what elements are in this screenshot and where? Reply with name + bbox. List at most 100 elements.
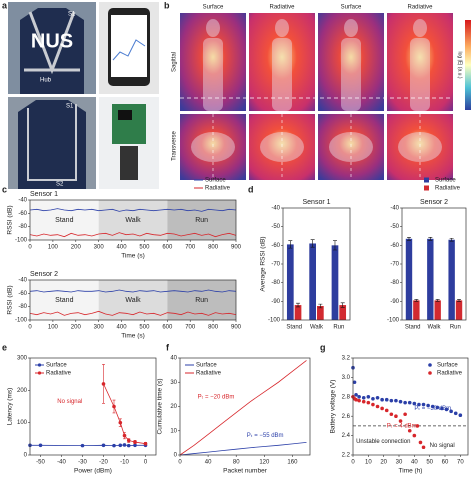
label: b <box>164 0 170 10</box>
x-tick-label: 200 <box>71 325 82 331</box>
label: Radiative <box>407 5 433 11</box>
label: S1 <box>66 104 74 110</box>
marker <box>394 398 398 403</box>
plot-frame <box>401 207 467 321</box>
panel-letter: e <box>2 342 7 352</box>
plot-frame <box>29 357 157 456</box>
annotation: Pₜ = −20 dBm <box>198 394 235 400</box>
x-tick-label: 0 <box>28 325 32 331</box>
x-tick-label: Run <box>333 325 344 331</box>
annotation: No signal <box>57 399 82 405</box>
marker <box>398 399 403 404</box>
x-tick-label: 400 <box>117 245 128 251</box>
marker <box>352 380 357 385</box>
y-tick-label: 200 <box>17 388 28 394</box>
marker <box>118 420 123 425</box>
label: Sagittal <box>172 52 178 72</box>
marker <box>398 419 403 423</box>
panel-letter: f <box>166 342 170 352</box>
marker <box>380 397 384 402</box>
region <box>98 280 168 320</box>
region <box>167 200 236 240</box>
marker <box>80 443 85 448</box>
annotation: No signal <box>430 443 455 449</box>
y-tick-label: 10 <box>170 428 177 434</box>
marker <box>143 441 148 446</box>
decoration <box>344 19 358 37</box>
bar <box>427 238 434 320</box>
marker <box>421 445 426 450</box>
label: log |E| (a.u.) <box>457 51 463 78</box>
x-tick-label: 40 <box>411 460 418 466</box>
region <box>30 200 99 240</box>
label: S1 <box>68 12 76 18</box>
legend-label: Surface <box>196 363 217 369</box>
y-tick-label: 20 <box>170 404 177 410</box>
region-label: Walk <box>125 217 141 224</box>
legend-label: Surface <box>437 363 458 369</box>
chart-title: Sensor 2 <box>30 271 58 278</box>
decoration <box>27 104 77 181</box>
marker <box>407 428 412 433</box>
x-tick-label: 50 <box>426 460 433 466</box>
marker <box>430 404 435 409</box>
y-tick-label: 300 <box>17 356 28 362</box>
marker <box>126 438 131 443</box>
marker <box>354 393 358 397</box>
x-tick-label: 40 <box>205 460 212 466</box>
bar <box>434 300 441 320</box>
panel-letter: d <box>248 184 254 194</box>
y-tick-label: -80 <box>271 280 280 286</box>
label: NUS <box>31 30 73 52</box>
marker <box>122 443 127 447</box>
marker <box>371 396 375 401</box>
x-tick-label: 80 <box>233 460 240 466</box>
marker <box>375 395 380 400</box>
decoration <box>410 38 430 111</box>
marker <box>380 406 384 411</box>
legend-swatch <box>37 371 42 375</box>
y-tick-label: -50 <box>390 224 399 230</box>
decoration <box>341 38 361 111</box>
y-tick-label: -80 <box>18 224 27 230</box>
x-tick-label: Stand <box>405 325 421 331</box>
x-tick-label: 300 <box>94 245 105 251</box>
marker <box>384 397 389 402</box>
y-axis-label: RSSI (dB) <box>7 205 14 234</box>
marker <box>112 443 116 448</box>
y-tick-label: -60 <box>390 243 399 249</box>
region <box>98 200 168 240</box>
x-axis-label: Power (dBm) <box>74 468 112 475</box>
label: Radiative <box>269 5 295 11</box>
legend-label: Radiative <box>435 186 461 192</box>
region-label: Stand <box>55 217 73 224</box>
marker <box>415 424 420 428</box>
marker <box>366 400 371 405</box>
marker <box>361 395 366 400</box>
x-tick-label: 160 <box>287 460 298 466</box>
legend-label: Surface <box>46 363 67 369</box>
legend-swatch <box>428 371 432 375</box>
marker <box>133 443 137 448</box>
y-tick-label: 2.6 <box>342 414 351 420</box>
decoration <box>465 20 471 110</box>
marker <box>412 401 417 406</box>
plot-frame <box>29 279 237 321</box>
decoration <box>275 19 289 37</box>
decoration <box>120 146 138 180</box>
decoration <box>180 13 246 111</box>
series-line <box>30 444 146 447</box>
x-tick-label: 70 <box>457 460 464 466</box>
marker <box>375 404 380 409</box>
marker <box>357 395 361 399</box>
y-tick-label: -90 <box>390 299 399 305</box>
error-bar <box>310 239 315 248</box>
marker <box>371 402 375 407</box>
error-bar <box>340 302 345 308</box>
y-tick-label: 2.2 <box>342 453 351 459</box>
x-tick-label: 30 <box>396 460 403 466</box>
region-label: Run <box>195 297 208 304</box>
bar <box>294 305 302 320</box>
x-tick-label: 10 <box>365 460 372 466</box>
marker <box>126 443 131 448</box>
